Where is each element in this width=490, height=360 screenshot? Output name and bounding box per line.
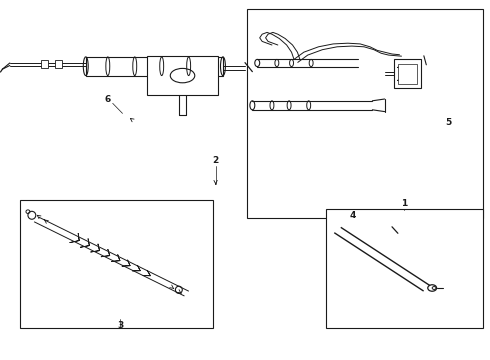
Text: 4: 4 — [349, 211, 356, 220]
Bar — [326, 209, 483, 328]
Bar — [398, 64, 417, 84]
Bar — [20, 200, 213, 328]
Text: 1: 1 — [401, 199, 407, 208]
Text: 3: 3 — [117, 321, 123, 330]
Text: 5: 5 — [445, 118, 451, 127]
Bar — [247, 9, 483, 218]
Text: 2: 2 — [213, 156, 219, 165]
Text: 6: 6 — [105, 94, 111, 104]
Bar — [86, 57, 223, 76]
Bar — [55, 60, 62, 68]
Bar — [41, 60, 48, 68]
Bar — [394, 59, 421, 88]
Bar — [147, 56, 218, 95]
